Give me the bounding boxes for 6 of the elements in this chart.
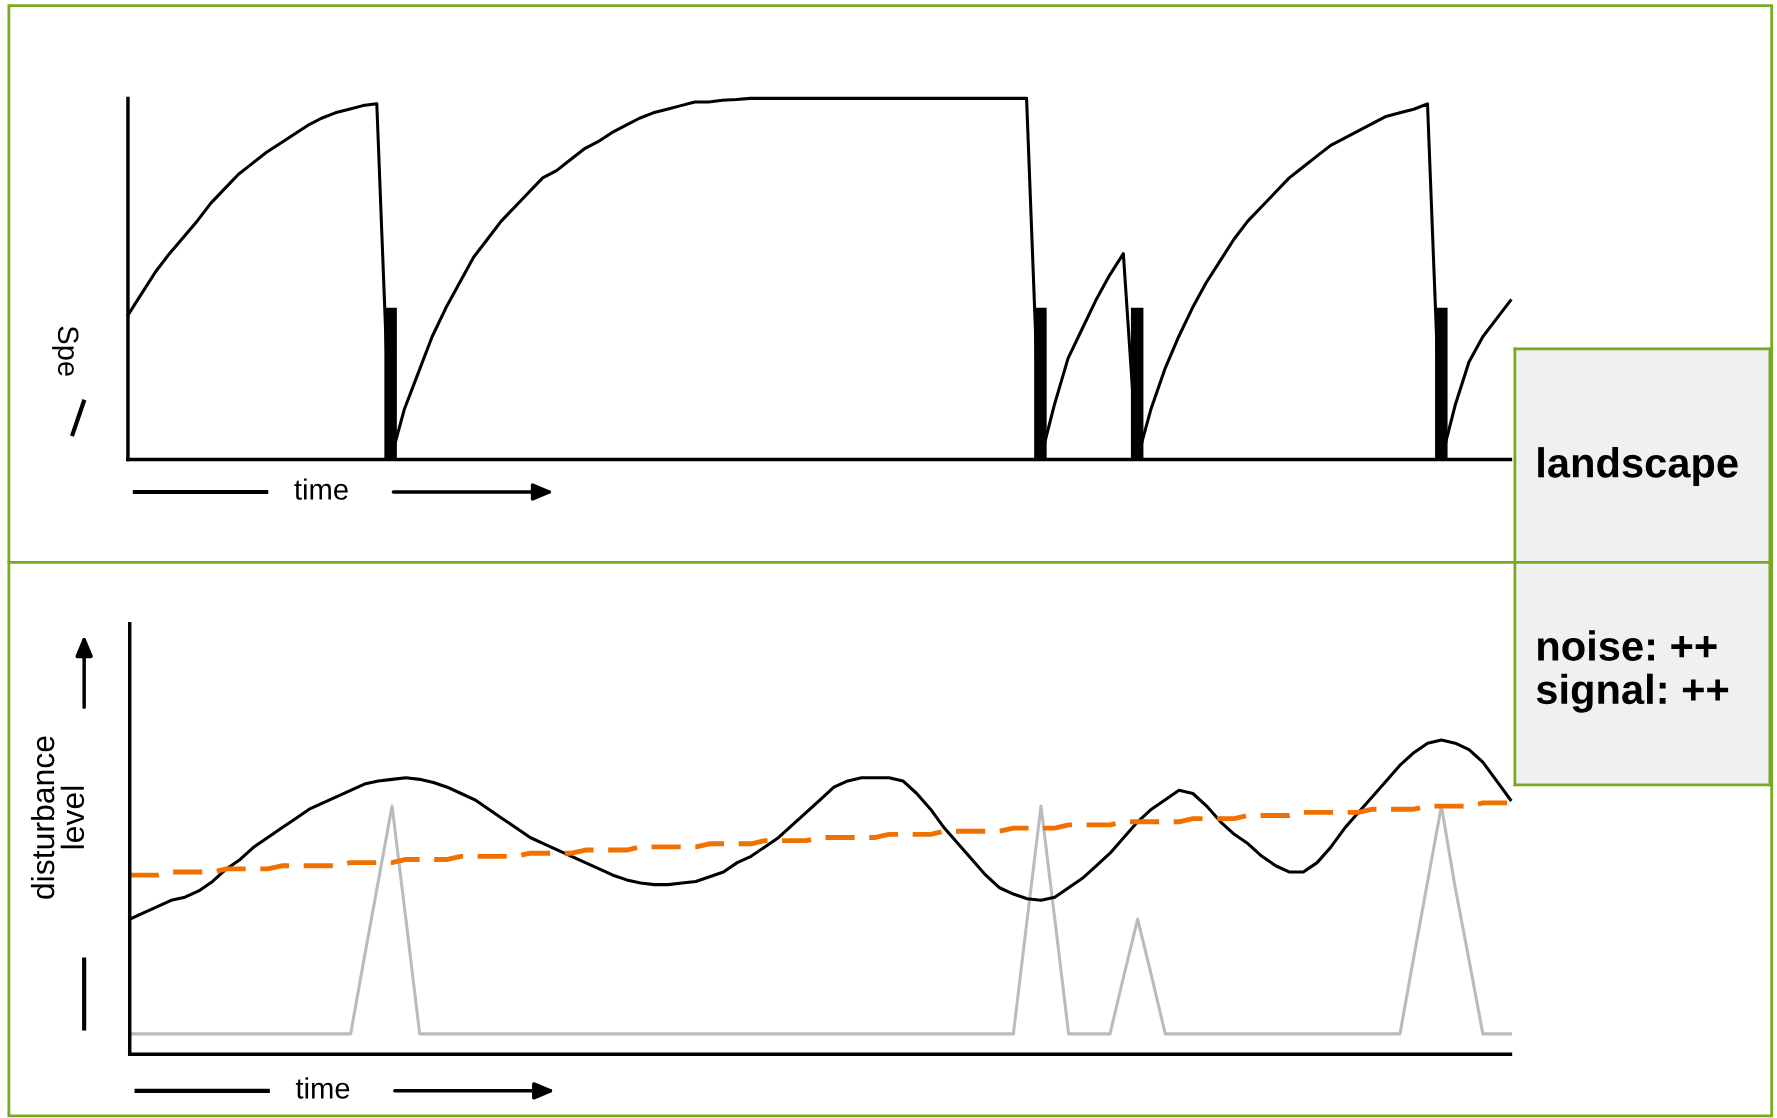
text: landscape bbox=[1538, 447, 1738, 486]
text: noise: ++ signal: ++ bbox=[1536, 630, 1729, 713]
x-axis-title: time bbox=[294, 478, 348, 500]
y-axis-title: disturbance level bbox=[30, 736, 85, 899]
y-axis-title: Spe bbox=[52, 326, 79, 376]
x-axis-title: time bbox=[295, 1077, 350, 1099]
